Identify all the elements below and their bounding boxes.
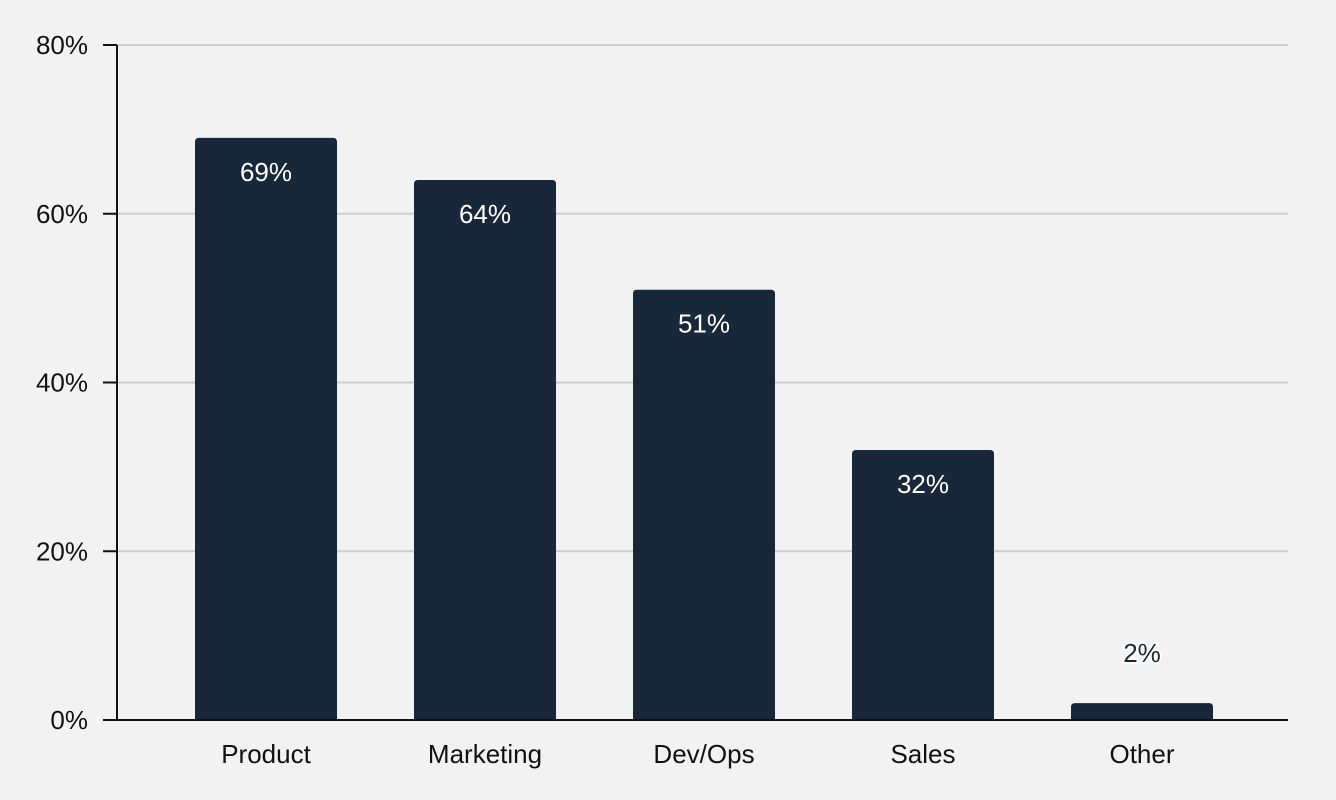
y-tick-label-40: 40% xyxy=(36,368,88,398)
bar-sales xyxy=(852,450,994,720)
value-label-marketing: 64% xyxy=(459,199,511,229)
x-tick-label-sales: Sales xyxy=(890,739,955,769)
x-tick-label-dev-ops: Dev/Ops xyxy=(653,739,754,769)
bar-product xyxy=(195,137,337,720)
bars xyxy=(195,137,1213,720)
value-label-product: 69% xyxy=(240,157,292,187)
y-tick-label-20: 20% xyxy=(36,536,88,566)
bar-other xyxy=(1071,703,1213,720)
x-tick-label-product: Product xyxy=(221,739,311,769)
bar-marketing xyxy=(414,180,556,720)
value-label-dev-ops: 51% xyxy=(678,309,730,339)
y-tick-label-80: 80% xyxy=(36,30,88,60)
value-label-sales: 32% xyxy=(897,469,949,499)
value-label-other: 2% xyxy=(1123,638,1161,668)
x-tick-label-marketing: Marketing xyxy=(428,739,542,769)
x-tick-label-other: Other xyxy=(1109,739,1174,769)
labels: 0% 20% 40% 60% 80% 69% Product 64% Marketing 51% D… xyxy=(36,30,1175,769)
bar-dev-ops xyxy=(633,289,775,720)
axes xyxy=(103,44,1288,721)
y-tick-label-0: 0% xyxy=(50,705,88,735)
y-tick-label-60: 60% xyxy=(36,199,88,229)
